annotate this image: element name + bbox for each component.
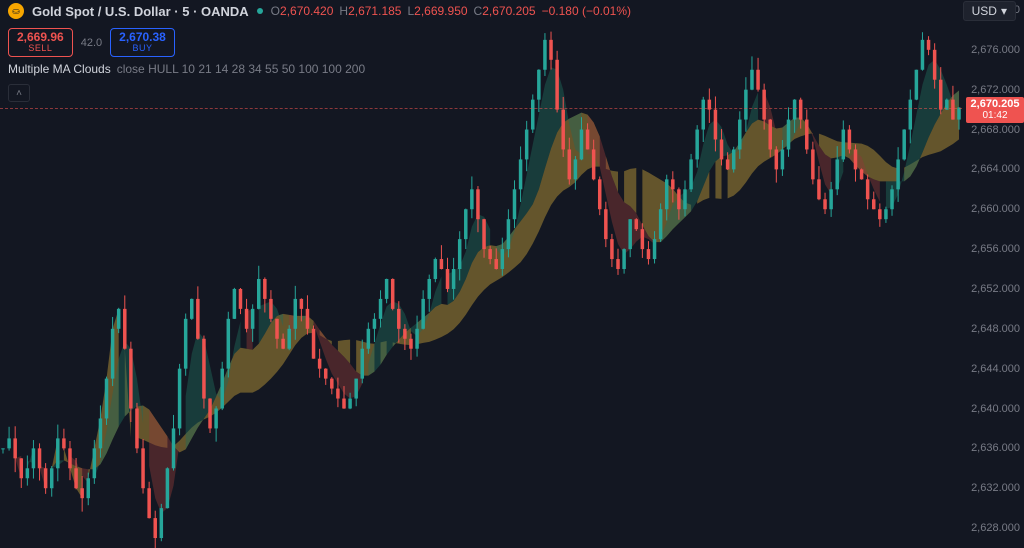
ohlc-block: O2,670.420 H2,671.185 L2,669.950 C2,670.…	[271, 4, 631, 18]
buy-label: BUY	[119, 44, 166, 54]
indicator-name: Multiple MA Clouds	[8, 62, 111, 76]
last-price-tag: 2,670.20501:42	[966, 97, 1024, 123]
symbol-title[interactable]: Gold Spot / U.S. Dollar · 5 · OANDA	[32, 4, 249, 19]
currency-selector[interactable]: USD ▾	[963, 1, 1016, 21]
status-dot-icon	[257, 8, 263, 14]
gold-symbol-icon: ⛀	[8, 3, 24, 19]
change-value: −0.180 (−0.01%)	[542, 4, 631, 18]
axis-tick: 2,648.000	[971, 323, 1020, 335]
chevron-down-icon: ▾	[1001, 4, 1007, 18]
sell-label: SELL	[17, 44, 64, 54]
axis-tick: 2,640.000	[971, 403, 1020, 415]
sell-buy-row: 2,669.96 SELL 42.0 2,670.38 BUY	[8, 28, 175, 57]
buy-button[interactable]: 2,670.38 BUY	[110, 28, 175, 57]
high-label: H	[339, 4, 348, 18]
collapse-button[interactable]: ˄	[8, 84, 30, 102]
axis-tick: 2,652.000	[971, 283, 1020, 295]
sell-button[interactable]: 2,669.96 SELL	[8, 28, 73, 57]
low-value: 2,669.950	[414, 4, 467, 18]
chart-svg	[0, 0, 962, 548]
chevron-up-icon: ˄	[16, 88, 22, 99]
open-label: O	[271, 4, 280, 18]
close-value: 2,670.205	[482, 4, 535, 18]
chart-header: ⛀ Gold Spot / U.S. Dollar · 5 · OANDA O2…	[0, 0, 1024, 22]
axis-tick: 2,660.000	[971, 203, 1020, 215]
close-label: C	[474, 4, 483, 18]
chart-pane[interactable]	[0, 0, 962, 548]
axis-tick: 2,636.000	[971, 442, 1020, 454]
axis-tick: 2,668.000	[971, 124, 1020, 136]
axis-tick: 2,672.000	[971, 84, 1020, 96]
axis-tick: 2,632.000	[971, 482, 1020, 494]
axis-tick: 2,676.000	[971, 44, 1020, 56]
currency-value: USD	[972, 4, 997, 18]
axis-tick: 2,656.000	[971, 243, 1020, 255]
high-value: 2,671.185	[348, 4, 401, 18]
price-axis[interactable]: 2,628.000 2,632.000 2,636.000 2,640.000 2,64…	[962, 0, 1024, 548]
axis-tick: 2,664.000	[971, 163, 1020, 175]
indicator-row[interactable]: Multiple MA Clouds close HULL 10 21 14 2…	[8, 62, 365, 76]
indicator-params: close HULL 10 21 14 28 34 55 50 100 100 …	[117, 62, 365, 76]
spread-value: 42.0	[81, 37, 102, 49]
axis-tick: 2,628.000	[971, 522, 1020, 534]
open-value: 2,670.420	[280, 4, 333, 18]
last-price-line	[0, 108, 962, 109]
axis-tick: 2,644.000	[971, 363, 1020, 375]
